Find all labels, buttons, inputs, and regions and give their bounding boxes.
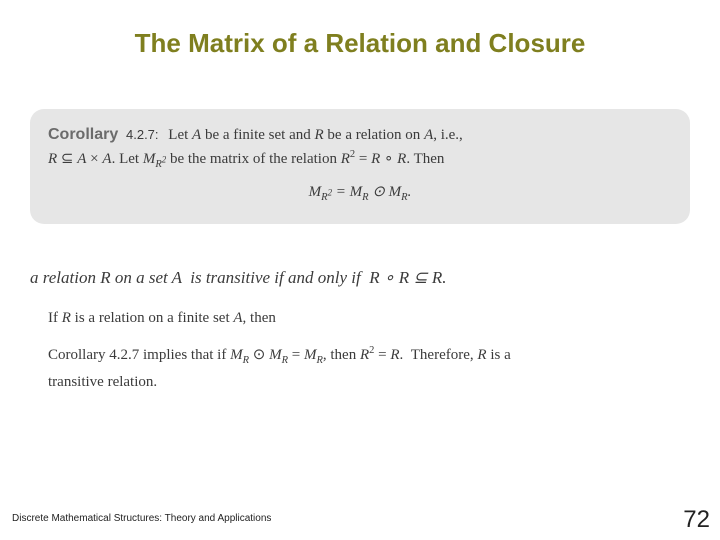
- page-number: 72: [683, 506, 710, 534]
- corollary-number: 4.2.7:: [126, 127, 159, 142]
- corollary-text: Corollary 4.2.7: Let A be a finite set a…: [48, 123, 672, 173]
- corollary-box: Corollary 4.2.7: Let A be a finite set a…: [30, 109, 690, 224]
- corollary-line1: Let A be a finite set and R be a relatio…: [168, 127, 463, 143]
- footer-source: Discrete Mathematical Structures: Theory…: [12, 513, 271, 524]
- page-title: The Matrix of a Relation and Closure: [0, 0, 720, 79]
- body-text: a relation R on a set A is transitive if…: [30, 264, 690, 396]
- corollary-line2: R ⊆ A × A. Let MR2 be the matrix of the …: [48, 151, 444, 167]
- body-line3: Corollary 4.2.7 implies that if MR ⊙ MR …: [48, 342, 690, 395]
- body-line2: If R is a relation on a finite set A, th…: [48, 306, 690, 332]
- body-line1: a relation R on a set A is transitive if…: [30, 264, 690, 293]
- corollary-equation: MR2 = MR ⊙ MR.: [48, 181, 672, 206]
- corollary-label: Corollary: [48, 126, 118, 143]
